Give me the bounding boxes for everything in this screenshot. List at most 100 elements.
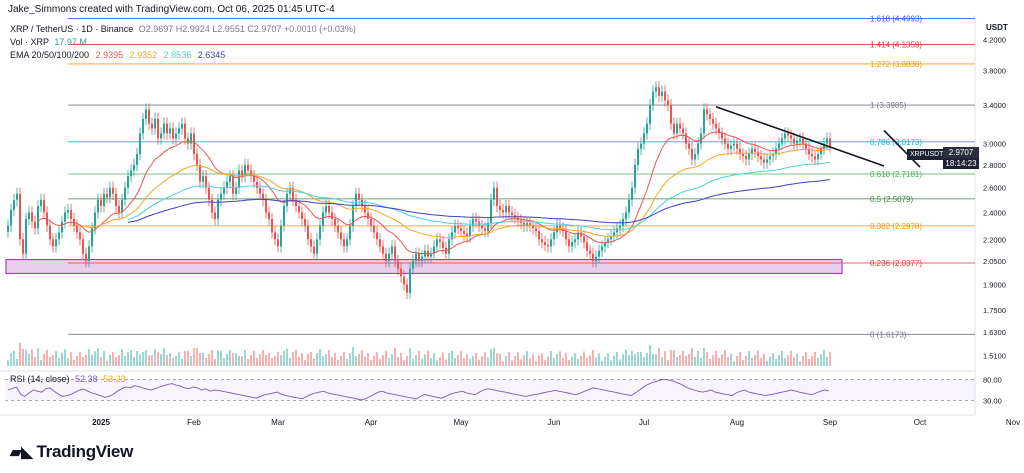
- candle-body[interactable]: [106, 193, 108, 198]
- candle-body[interactable]: [505, 206, 507, 213]
- candle-body[interactable]: [466, 233, 468, 237]
- candle-body[interactable]: [715, 123, 717, 129]
- candle-body[interactable]: [208, 187, 210, 200]
- candle-body[interactable]: [151, 123, 153, 129]
- candle-body[interactable]: [280, 225, 282, 247]
- candle-body[interactable]: [619, 225, 621, 229]
- candle-body[interactable]: [784, 133, 786, 139]
- candle-body[interactable]: [343, 239, 345, 247]
- candle-body[interactable]: [334, 218, 336, 226]
- candle-body[interactable]: [742, 154, 744, 157]
- candle-body[interactable]: [601, 246, 603, 251]
- candle-body[interactable]: [394, 246, 396, 262]
- candle-body[interactable]: [523, 222, 525, 226]
- candle-body[interactable]: [760, 156, 762, 160]
- candle-body[interactable]: [262, 193, 264, 200]
- candle-body[interactable]: [763, 159, 765, 163]
- candle-body[interactable]: [283, 206, 285, 226]
- candle-body[interactable]: [361, 199, 363, 207]
- candle-body[interactable]: [142, 118, 144, 134]
- candle-body[interactable]: [160, 133, 162, 139]
- candle-body[interactable]: [511, 212, 513, 216]
- candle-body[interactable]: [694, 154, 696, 160]
- candle-body[interactable]: [388, 253, 390, 262]
- tradingview-logo[interactable]: ▰◣ TradingView: [10, 442, 133, 462]
- candle-body[interactable]: [454, 225, 456, 233]
- candle-body[interactable]: [25, 218, 27, 254]
- candle-body[interactable]: [430, 253, 432, 257]
- candle-body[interactable]: [772, 154, 774, 157]
- candle-body[interactable]: [796, 140, 798, 144]
- candle-body[interactable]: [205, 176, 207, 188]
- candle-body[interactable]: [304, 218, 306, 226]
- price-pane[interactable]: [0, 15, 975, 368]
- candle-body[interactable]: [436, 239, 438, 247]
- candle-body[interactable]: [607, 239, 609, 243]
- candle-body[interactable]: [391, 246, 393, 254]
- candle-body[interactable]: [157, 118, 159, 139]
- candle-body[interactable]: [385, 253, 387, 262]
- candle-body[interactable]: [484, 228, 486, 232]
- candle-body[interactable]: [58, 232, 60, 240]
- candle-body[interactable]: [328, 206, 330, 213]
- candle-body[interactable]: [325, 206, 327, 213]
- candle-body[interactable]: [643, 133, 645, 144]
- candle-body[interactable]: [322, 212, 324, 226]
- candle-body[interactable]: [673, 123, 675, 134]
- candle-body[interactable]: [298, 206, 300, 213]
- candle-body[interactable]: [829, 138, 831, 147]
- candle-body[interactable]: [13, 199, 15, 210]
- candle-body[interactable]: [331, 212, 333, 219]
- candle-body[interactable]: [154, 118, 156, 129]
- candle-body[interactable]: [259, 187, 261, 194]
- candle-body[interactable]: [376, 232, 378, 240]
- candle-body[interactable]: [721, 133, 723, 139]
- candle-body[interactable]: [232, 176, 234, 194]
- candle-body[interactable]: [472, 218, 474, 226]
- candle-body[interactable]: [469, 225, 471, 237]
- candle-body[interactable]: [727, 143, 729, 149]
- candle-body[interactable]: [319, 225, 321, 240]
- candle-body[interactable]: [76, 225, 78, 233]
- candle-body[interactable]: [481, 225, 483, 229]
- candle-body[interactable]: [595, 256, 597, 262]
- candle-body[interactable]: [88, 246, 90, 262]
- candle-body[interactable]: [757, 151, 759, 157]
- candle-body[interactable]: [211, 199, 213, 213]
- candle-body[interactable]: [244, 164, 246, 177]
- candle-body[interactable]: [688, 143, 690, 149]
- candle-body[interactable]: [754, 148, 756, 152]
- candle-body[interactable]: [178, 128, 180, 134]
- candle-body[interactable]: [571, 242, 573, 247]
- candle-body[interactable]: [346, 239, 348, 247]
- candle-body[interactable]: [604, 242, 606, 247]
- candle-body[interactable]: [628, 199, 630, 213]
- candle-body[interactable]: [463, 231, 465, 234]
- candle-body[interactable]: [658, 87, 660, 96]
- candle-body[interactable]: [682, 128, 684, 134]
- candle-body[interactable]: [748, 154, 750, 160]
- candle-body[interactable]: [418, 253, 420, 262]
- candle-body[interactable]: [409, 268, 411, 293]
- candle-body[interactable]: [775, 148, 777, 155]
- candle-body[interactable]: [136, 154, 138, 165]
- candle-body[interactable]: [31, 212, 33, 222]
- candle-body[interactable]: [373, 225, 375, 233]
- candle-body[interactable]: [475, 218, 477, 222]
- candle-body[interactable]: [616, 228, 618, 233]
- candle-body[interactable]: [301, 212, 303, 219]
- candle-body[interactable]: [397, 261, 399, 269]
- candle-body[interactable]: [637, 148, 639, 165]
- candle-body[interactable]: [37, 206, 39, 229]
- candle-body[interactable]: [190, 133, 192, 144]
- candle-body[interactable]: [664, 91, 666, 101]
- candle-body[interactable]: [169, 128, 171, 134]
- candle-body[interactable]: [91, 228, 93, 247]
- candle-body[interactable]: [697, 143, 699, 155]
- candle-body[interactable]: [28, 212, 30, 219]
- candle-body[interactable]: [625, 212, 627, 219]
- candle-body[interactable]: [133, 164, 135, 171]
- candle-body[interactable]: [451, 232, 453, 240]
- candle-body[interactable]: [733, 143, 735, 146]
